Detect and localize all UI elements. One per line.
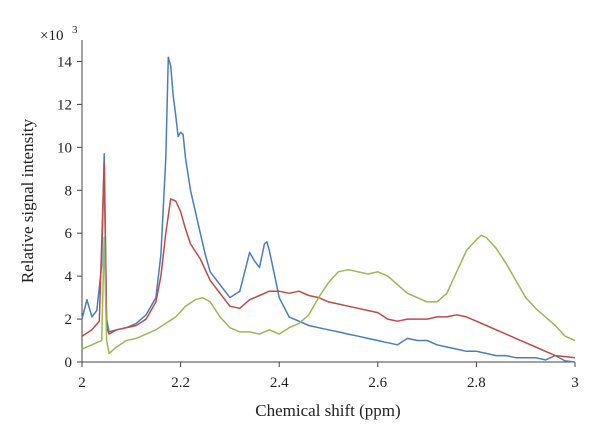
y-ticks: 0 2 4 6 8 10 12 14 xyxy=(57,54,82,371)
y-tick-label: 8 xyxy=(65,183,73,199)
y-tick-label: 2 xyxy=(65,312,73,328)
series-line-3 xyxy=(81,234,576,355)
y-tick-label: 14 xyxy=(57,54,73,70)
x-axis-title: Chemical shift (ppm) xyxy=(255,401,400,420)
x-tick-label: 2.6 xyxy=(368,375,387,391)
x-tick-label: 2.8 xyxy=(467,375,486,391)
x-tick-label: 3 xyxy=(571,375,579,391)
plot-series xyxy=(81,56,576,363)
x-ticks: 2 2.2 2.4 2.6 2.8 3 xyxy=(78,362,579,391)
y-scale-label: ×10 xyxy=(40,28,63,44)
x-tick-label: 2.4 xyxy=(270,375,289,391)
y-tick-label: 4 xyxy=(65,269,73,285)
y-tick-label: 12 xyxy=(57,97,72,113)
x-tick-label: 2 xyxy=(78,375,86,391)
x-tick-label: 2.2 xyxy=(171,375,190,391)
x-axis: 2 2.2 2.4 2.6 2.8 3 xyxy=(78,361,579,391)
y-scale-exponent: 3 xyxy=(72,24,78,36)
y-tick-label: 0 xyxy=(65,355,73,371)
series-line-1 xyxy=(81,56,576,363)
series-line-2 xyxy=(81,161,576,359)
y-tick-label: 10 xyxy=(57,140,72,156)
y-scale-factor: ×10 3 xyxy=(40,24,78,44)
y-axis-title: Relative signal intensity xyxy=(18,118,37,283)
y-axis: 0 2 4 6 8 10 12 14 xyxy=(57,40,83,371)
y-tick-label: 6 xyxy=(65,226,73,242)
